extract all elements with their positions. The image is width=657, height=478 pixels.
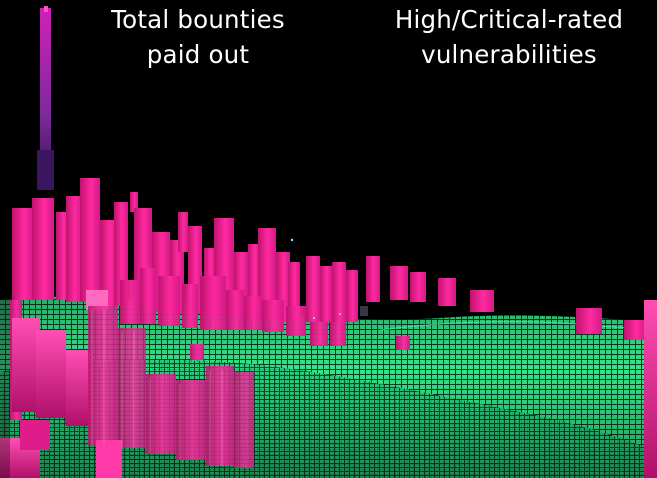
city-bars-back bbox=[12, 178, 657, 478]
tall-tower bbox=[37, 6, 54, 190]
caption-right-line2: vulnerabilities bbox=[421, 40, 597, 69]
caption-left-line2: paid out bbox=[146, 40, 250, 69]
caption-right-line1: High/Critical-rated bbox=[394, 5, 624, 34]
wireframe-lines bbox=[91, 310, 223, 466]
left-edge-shadow bbox=[0, 0, 10, 478]
caption-total-bounties: Total bounties paid out bbox=[78, 2, 318, 72]
caption-high-critical: High/Critical-rated vulnerabilities bbox=[368, 2, 650, 72]
caption-left-line1: Total bounties bbox=[111, 5, 285, 34]
city-bars-front bbox=[0, 306, 254, 478]
light-speckles bbox=[290, 238, 341, 319]
